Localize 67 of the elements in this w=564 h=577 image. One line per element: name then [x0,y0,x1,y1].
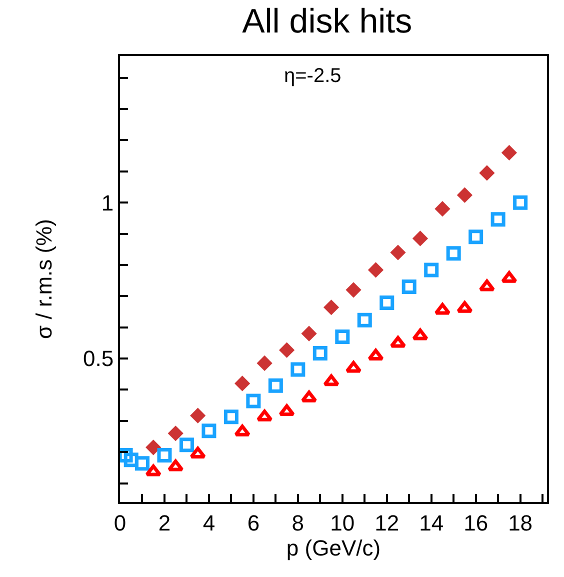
x-tick-label: 0 [114,510,126,536]
point [268,378,283,393]
x-tick-label: 2 [158,510,171,536]
x-tick-label: 18 [508,510,533,536]
point [478,280,496,292]
point [202,424,216,438]
x-tick-label: 10 [330,510,355,536]
chart-title: All disk hits [242,2,412,40]
point [456,187,473,203]
y-tick-label: 1 [101,190,114,216]
point [468,230,484,244]
annotation: η=-2.5 [284,65,342,87]
point [402,280,416,294]
point [300,390,318,402]
point [346,282,362,298]
point [168,426,184,442]
x-tick-label: 4 [202,510,216,536]
point [323,300,340,316]
point [490,212,506,227]
point [335,329,350,344]
point [179,438,194,452]
point [513,195,528,210]
point [434,201,450,217]
point [390,244,406,260]
point [246,394,261,408]
point [278,404,295,416]
point [301,326,317,342]
point [345,360,362,373]
point [190,408,206,424]
point [290,362,306,377]
point [501,144,517,160]
point [434,302,451,315]
point [168,460,184,472]
point [224,410,238,424]
point [157,448,172,462]
point [380,295,394,310]
point [456,301,473,313]
x-tick-label: 16 [464,510,488,536]
point [424,262,439,278]
x-tick-label: 14 [419,510,444,536]
point [390,336,406,348]
point [234,424,250,436]
point [279,342,295,358]
point [501,271,518,283]
y-axis-title: σ / r.m.s (%) [31,219,56,339]
point [312,346,328,360]
point [357,312,372,328]
point [256,410,273,422]
x-tick-label: 12 [374,510,400,536]
point [412,230,428,246]
point [323,374,340,386]
point [190,446,206,458]
point [145,464,162,476]
y-tick-label: 0.5 [83,346,114,372]
x-tick-label: 8 [292,510,304,536]
point [256,355,272,372]
point [134,456,150,471]
point [234,376,250,392]
x-tick-label: 6 [247,510,260,536]
point [368,262,384,278]
point [446,246,461,261]
x-axis-title: p (GeV/c) [286,535,381,560]
point [368,348,384,361]
point [124,452,138,468]
point [479,165,495,181]
point [146,440,162,456]
point [412,328,428,340]
